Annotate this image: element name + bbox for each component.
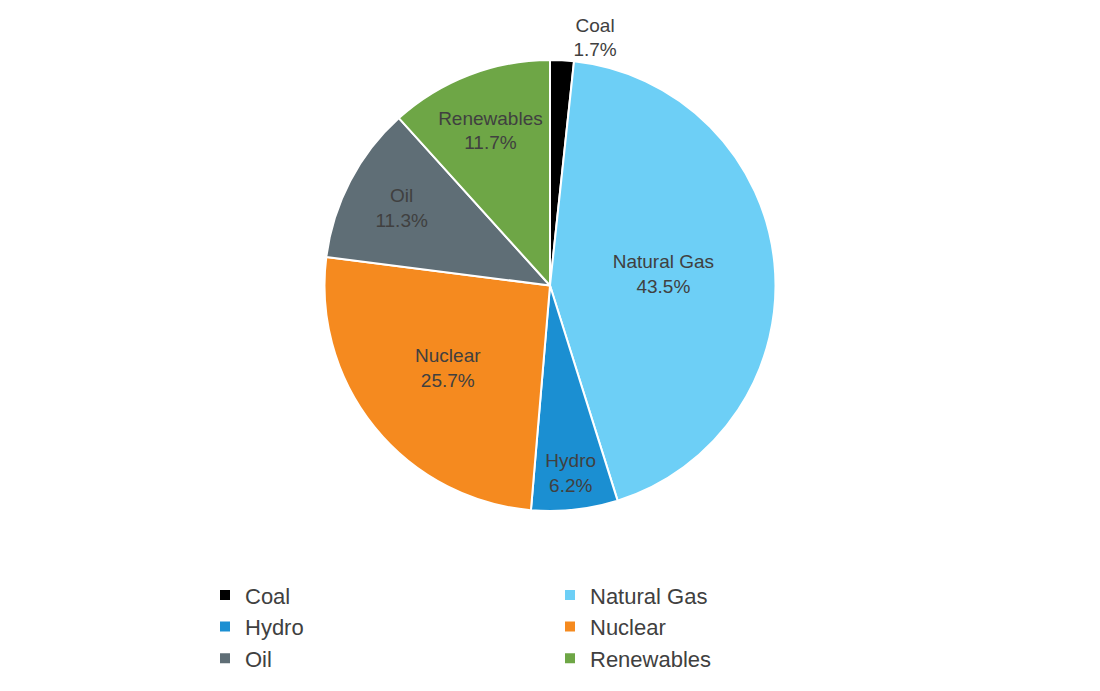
svg-text:Hydro: Hydro: [245, 615, 304, 640]
svg-text:Oil11.3%: Oil11.3%: [375, 185, 428, 231]
svg-text:Renewables: Renewables: [590, 647, 711, 672]
svg-text:Nuclear25.7%: Nuclear25.7%: [415, 345, 481, 391]
svg-text:Oil: Oil: [245, 647, 272, 672]
svg-text:Coal: Coal: [245, 584, 290, 609]
svg-text:Nuclear: Nuclear: [590, 615, 666, 640]
svg-text:Coal1.7%: Coal1.7%: [573, 15, 616, 61]
svg-text:Natural Gas43.5%: Natural Gas43.5%: [613, 251, 714, 297]
svg-text:Natural Gas: Natural Gas: [590, 584, 707, 609]
svg-text:Renewables11.7%: Renewables11.7%: [438, 108, 543, 154]
svg-text:Hydro6.2%: Hydro6.2%: [545, 450, 596, 496]
